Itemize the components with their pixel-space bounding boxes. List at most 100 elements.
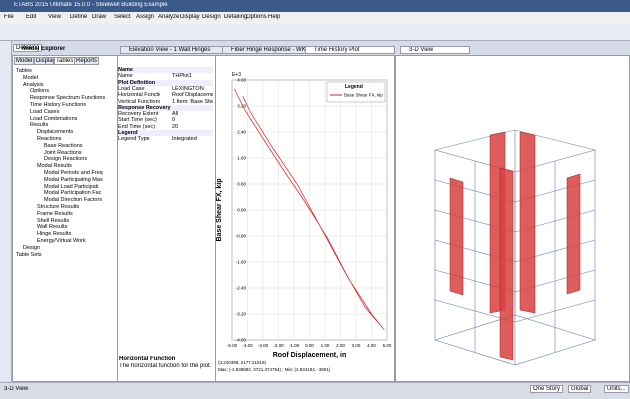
property-name: Legend xyxy=(118,130,213,136)
property-value[interactable]: All xyxy=(172,111,179,118)
property-value[interactable]: LEXINGTON xyxy=(172,85,204,92)
menu-item[interactable]: Assign xyxy=(136,14,155,20)
y-tick-label: -4.00 xyxy=(236,338,247,343)
explorer-tab[interactable]: Reports xyxy=(74,57,100,65)
property-name: End Time (sec) xyxy=(118,123,155,130)
tree-item[interactable]: Displacements xyxy=(37,129,74,136)
y-tick-label: 1.60 xyxy=(237,156,246,161)
data-line xyxy=(234,88,385,331)
property-value[interactable]: Integrated xyxy=(172,136,197,143)
status-story[interactable]: One Story xyxy=(530,385,564,393)
legend-label: Base Shear FX, kip xyxy=(344,93,383,98)
tree-item[interactable]: Modal Direction Factors xyxy=(44,197,103,204)
property-value[interactable]: 20 xyxy=(172,123,179,130)
menu-item[interactable]: Design xyxy=(202,14,221,20)
property-name: Plot Definition xyxy=(118,79,213,86)
menu-item[interactable]: Detailing xyxy=(224,14,248,20)
y-axis-label: Base Shear FX, kip xyxy=(216,178,223,241)
menu-item[interactable]: Analyze xyxy=(158,14,180,20)
property-value[interactable]: 1 Item: Base Shear F xyxy=(172,98,213,105)
tree-item[interactable]: Design xyxy=(23,244,41,251)
document-tab[interactable]: Fiber Hinge Response - WKH0.0 (... xyxy=(222,46,312,54)
menu-item[interactable]: Display xyxy=(180,14,200,20)
extremes-readout: Max: (-4.839882, 3721.374754) ; Min: (4.… xyxy=(218,367,331,372)
tree-item[interactable]: Options xyxy=(30,88,49,95)
tree-item[interactable]: Tables xyxy=(16,68,32,74)
window-title: ETABS 2015 Ultimate 15.0.0 - Steelwell B… xyxy=(14,2,168,8)
tree-item[interactable]: Base Reactions xyxy=(44,142,83,149)
menu-item[interactable]: Help xyxy=(268,14,281,20)
tree-item[interactable]: Model xyxy=(23,74,38,81)
toolbar xyxy=(0,24,630,41)
status-bar xyxy=(0,382,630,399)
help-title: Horizontal Function xyxy=(119,356,176,362)
tree-item[interactable]: Modal Load Participati xyxy=(44,183,99,190)
tree-item[interactable]: Energy/Virtual Work xyxy=(37,238,86,244)
property-value[interactable]: THPlot1 xyxy=(172,73,192,80)
tree-item[interactable]: Structure Results xyxy=(37,204,80,210)
tree-item[interactable]: Table Sets xyxy=(16,251,42,258)
tree-item[interactable]: Frame Results xyxy=(37,210,73,217)
tree-item[interactable]: Response Spectrum Functions xyxy=(30,95,106,102)
x-tick-label: -2.00 xyxy=(273,343,284,348)
y-tick-label: -0.80 xyxy=(236,234,247,239)
menu-item[interactable]: Define xyxy=(70,14,88,20)
tree-item[interactable]: Analysis xyxy=(23,81,44,88)
y-tick-label: 0.80 xyxy=(237,182,246,187)
tree-item[interactable]: Wall Results xyxy=(37,224,68,231)
property-name: Horizontal Function xyxy=(118,92,160,99)
menu-bar xyxy=(0,12,630,24)
y-tick-label: 4.00 xyxy=(237,78,246,83)
x-tick-label: -3.00 xyxy=(258,343,269,348)
y-tick-label: 0.00 xyxy=(237,208,246,213)
tree-item[interactable]: Results xyxy=(30,122,49,129)
tree-item[interactable]: Hinge Results xyxy=(37,231,72,238)
document-tab[interactable]: Elevation View - 1 Wall Hinges xyxy=(120,46,225,54)
tree-item[interactable]: Joint Reactions xyxy=(44,149,82,156)
explorer-tab[interactable]: Model xyxy=(14,57,35,65)
building-model xyxy=(433,129,597,366)
legend-title: Legend xyxy=(345,84,363,90)
document-tab[interactable]: Time History Plot xyxy=(305,46,395,54)
menu-item[interactable]: Options xyxy=(246,14,267,20)
tree-item[interactable]: Shell Results xyxy=(37,217,70,224)
y-tick-label: -2.40 xyxy=(236,286,247,291)
status-coords[interactable]: Global xyxy=(568,385,592,393)
tree-item[interactable]: Load Combinations xyxy=(30,115,78,122)
menu-item[interactable]: View xyxy=(48,14,61,20)
x-tick-label: 5.00 xyxy=(383,343,392,348)
tree-item[interactable]: Modal Periods and Freq xyxy=(44,170,103,176)
time-history-plot: 4.00 3.20 2.40 1.60 0.80 0.00 -0.80 -1.60 -2.40 -… xyxy=(216,72,392,372)
menu-item[interactable]: File xyxy=(4,14,14,20)
cursor-readout: (3.240398, 2177.21519) xyxy=(218,360,267,365)
menu-item[interactable]: Draw xyxy=(92,14,107,20)
tree-item[interactable]: Design Reactions xyxy=(44,156,88,163)
title-bar xyxy=(0,0,630,12)
tree-item[interactable]: Load Cases xyxy=(30,108,60,115)
legend-box xyxy=(326,81,386,103)
menu-item[interactable]: Select xyxy=(114,14,131,20)
menu-item[interactable]: Edit xyxy=(26,14,37,20)
side-tab: Detailing xyxy=(13,44,43,52)
explorer-panel xyxy=(12,55,118,382)
help-text: The horizontal function for the plot. xyxy=(119,363,212,369)
x-tick-label: 4.00 xyxy=(367,343,376,348)
property-name: Name xyxy=(118,67,213,73)
x-tick-label: 1.00 xyxy=(321,343,330,348)
tree-item[interactable]: Modal Results xyxy=(37,163,72,170)
document-tab[interactable]: 3-D View xyxy=(400,46,470,54)
y-tick-label: -3.20 xyxy=(236,312,247,317)
property-value[interactable]: 0 xyxy=(172,117,176,124)
tree-item[interactable]: Modal Participating Mas xyxy=(44,176,103,183)
axis-exponent: E+3 xyxy=(232,72,241,78)
y-tick-label: -1.60 xyxy=(236,260,247,265)
tree-item[interactable]: Time History Functions xyxy=(30,102,87,108)
property-value[interactable]: Roof Displacement xyxy=(172,92,213,99)
tree-item[interactable]: Modal Participation Fac xyxy=(44,190,102,197)
y-tick-label: 3.20 xyxy=(237,104,246,109)
tree-item[interactable]: Reactions xyxy=(37,136,62,142)
explorer-tab[interactable]: Tables xyxy=(54,57,76,65)
panel-title: Model Explorer xyxy=(22,46,66,52)
status-units[interactable]: Units... xyxy=(604,385,629,393)
